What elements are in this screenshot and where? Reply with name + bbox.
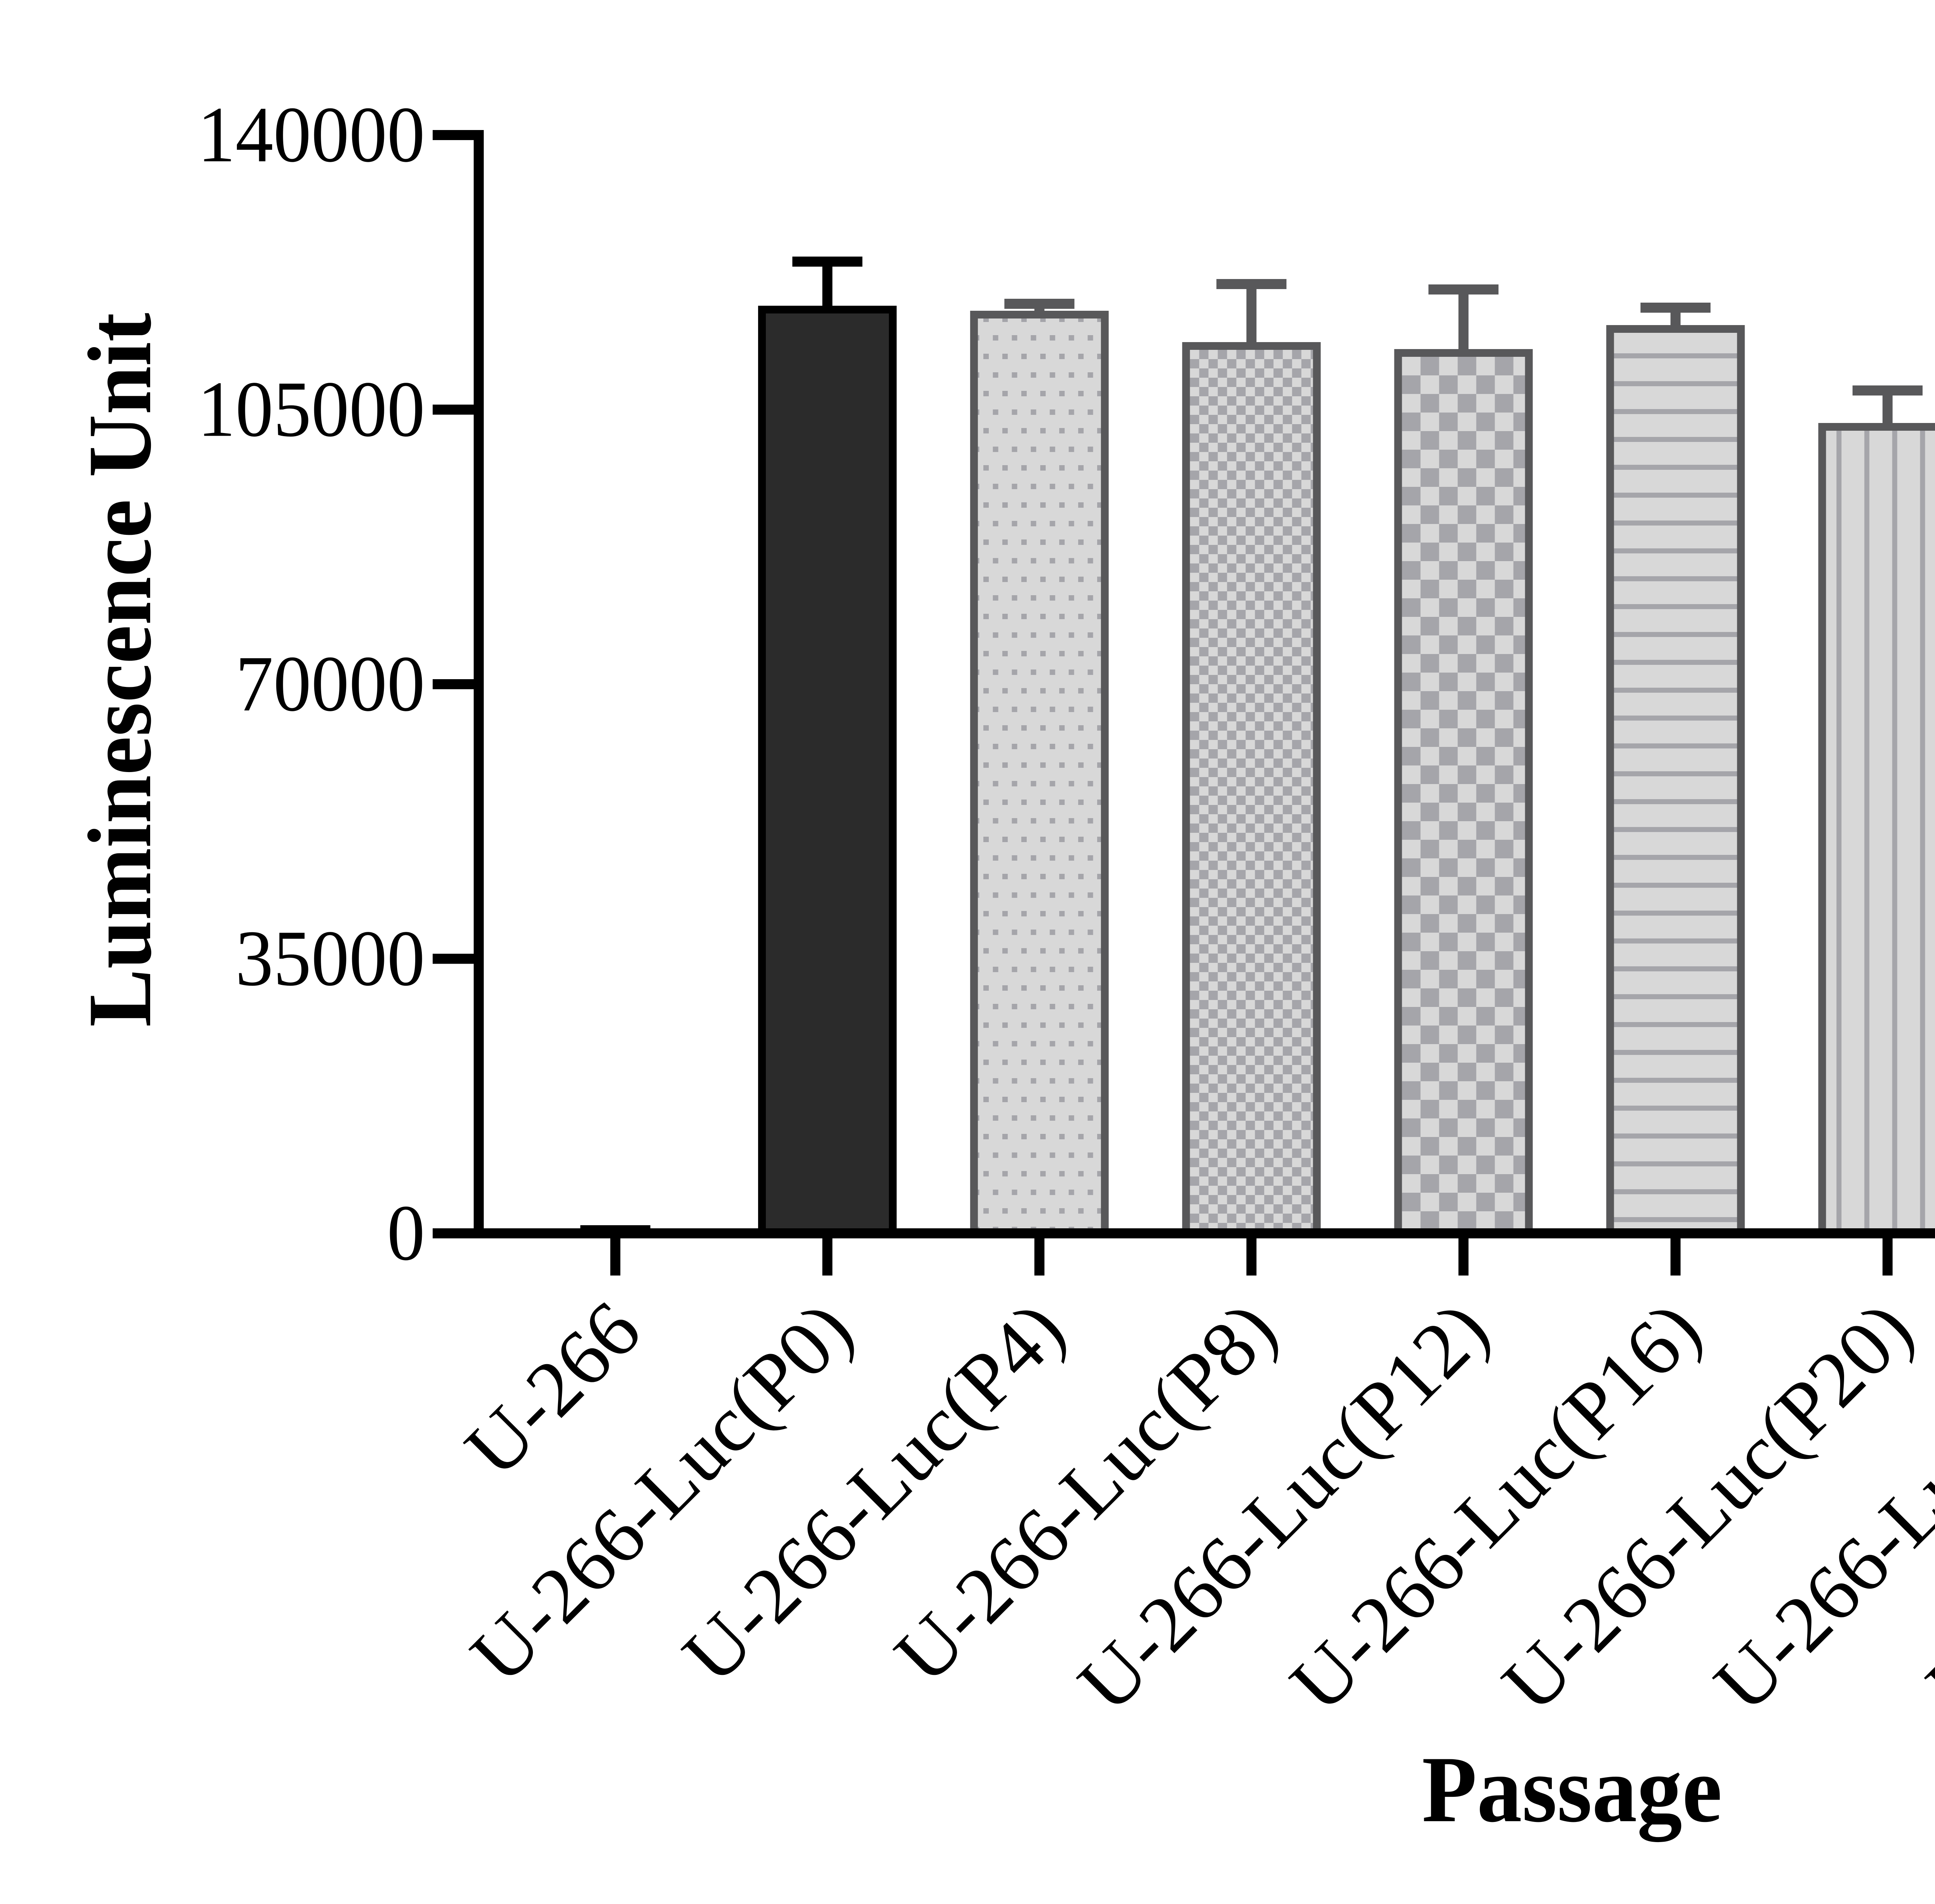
svg-text:105000: 105000 (197, 365, 425, 454)
svg-text:0: 0 (387, 1189, 425, 1277)
svg-text:70000: 70000 (235, 640, 425, 728)
svg-text:35000: 35000 (235, 914, 425, 1003)
svg-text:Passage: Passage (1422, 1737, 1722, 1842)
svg-text:Luminescence Unit: Luminescence Unit (69, 313, 170, 1027)
svg-text:140000: 140000 (197, 91, 425, 179)
